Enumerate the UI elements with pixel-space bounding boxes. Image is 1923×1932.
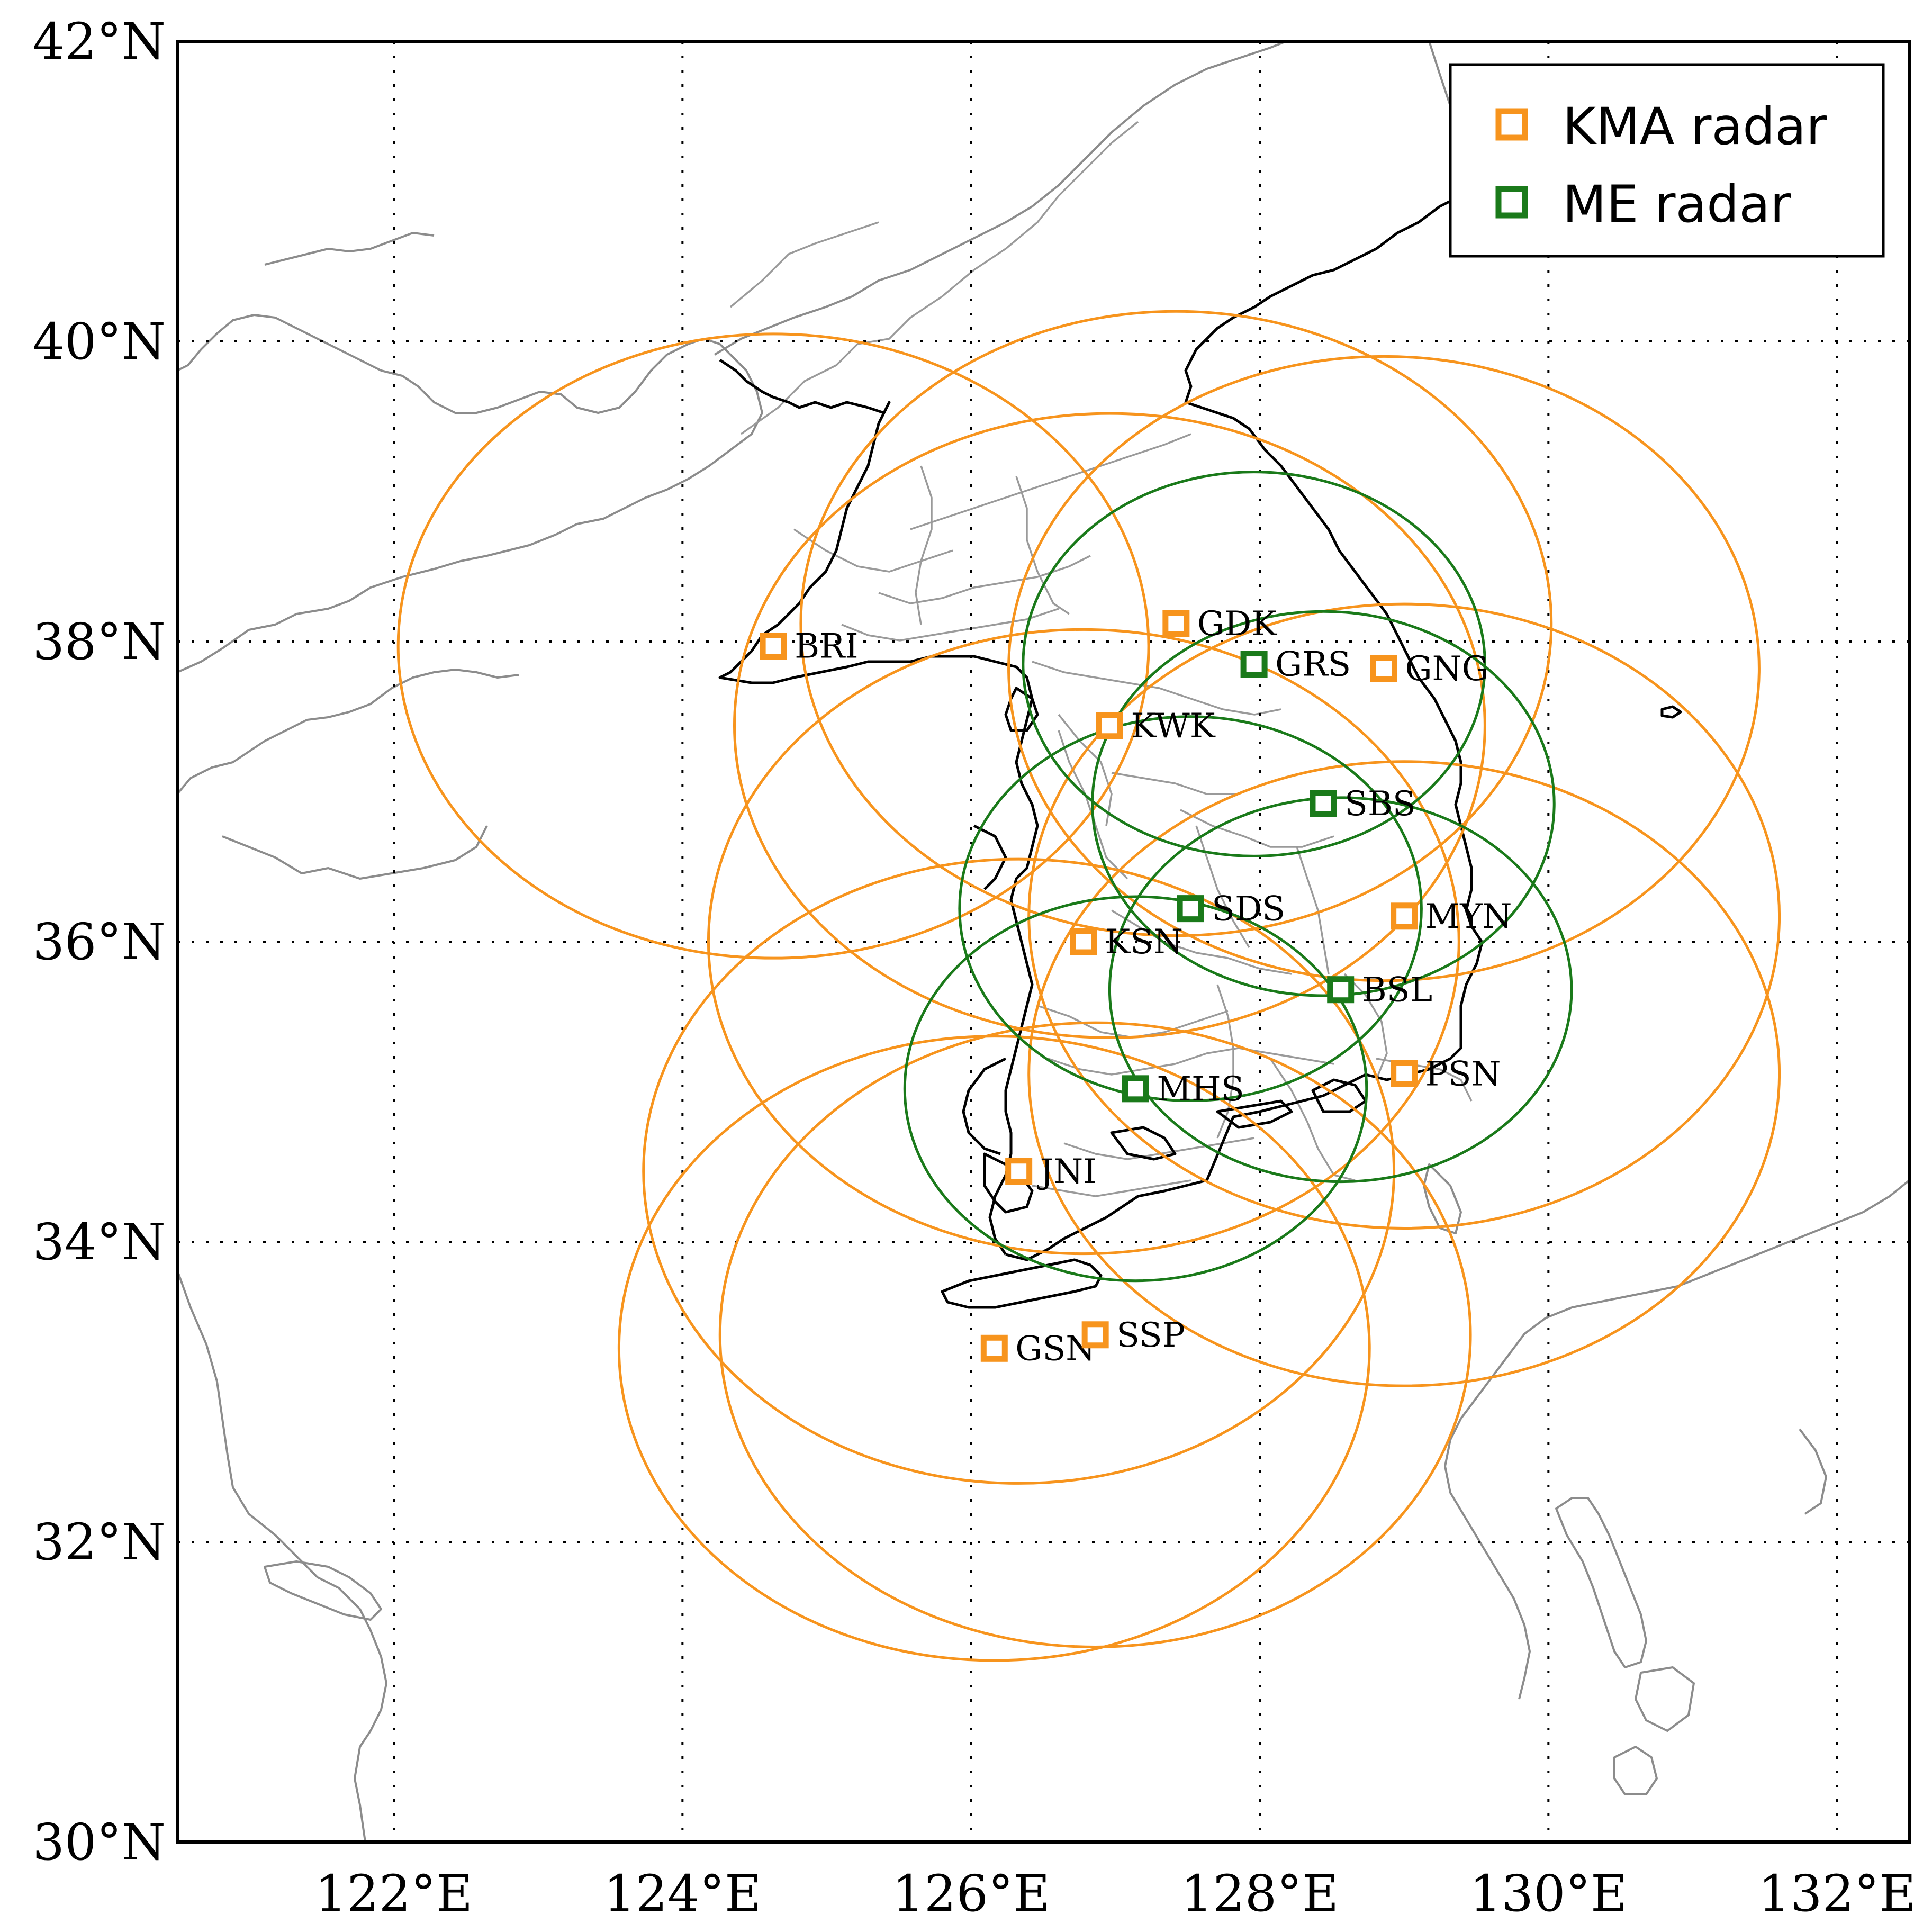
lat-tick-label: 42°N [32,13,166,71]
lon-tick-label: 124°E [603,1865,761,1923]
station-marker-ssp [1081,1321,1109,1349]
range-ring-sds [958,715,1423,1103]
station-label-jni: JNI [1037,1152,1097,1191]
station-marker-kwk [1096,712,1123,739]
station-marker-bri [760,633,787,660]
radar-range-rings [396,310,1781,1662]
station-marker-grs [1240,651,1268,678]
station-label-sds: SDS [1212,890,1285,929]
range-ring-myn [1027,602,1781,1230]
lat-tick-label: 30°N [32,1813,166,1872]
range-ring-psn [1027,760,1781,1387]
station-label-grs: GRS [1275,645,1351,684]
station-marker-mhs [1122,1075,1150,1103]
station-marker-sbs [1310,790,1337,817]
station-marker-gsn [980,1334,1008,1362]
station-label-psn: PSN [1425,1054,1501,1094]
station-marker-bsl [1327,976,1355,1004]
station-label-gng: GNG [1405,649,1488,689]
map-frame [176,40,1911,1844]
range-ring-bsl [1108,796,1573,1184]
station-label-kwk: KWK [1131,707,1215,746]
longitude-tick-labels: 122°E 124°E 126°E 128°E 130°E 132°E [315,1865,1916,1923]
range-ring-grs [1022,471,1486,857]
station-label-myn: MYN [1425,897,1512,936]
station-label-ssp: SSP [1116,1316,1185,1355]
range-ring-gsn [617,1035,1371,1662]
legend-box [1449,63,1885,258]
station-marker-sds [1177,895,1204,923]
station-label-bri: BRI [795,627,859,666]
station-marker-myn [1391,902,1418,930]
legend-kma-marker [1495,108,1528,141]
legend: KMA radar ME radar [1449,63,1885,258]
lon-tick-label: 130°E [1469,1865,1627,1923]
station-marker-psn [1391,1060,1418,1087]
lat-tick-label: 40°N [32,313,166,371]
graticule [177,41,1909,1842]
range-ring-mhs [903,895,1368,1283]
latitude-tick-labels: 30°N 32°N 34°N 36°N 38°N 40°N 42°N [32,13,166,1872]
range-ring-sbs [1091,610,1556,997]
station-marker-jni [1005,1158,1033,1185]
lat-tick-label: 38°N [32,613,166,671]
range-ring-ksn [707,628,1460,1256]
lon-tick-label: 122°E [315,1865,473,1923]
range-ring-jni [642,857,1396,1485]
coastline-korea [718,147,1682,1309]
range-ring-kwk [733,412,1486,1039]
lat-tick-label: 32°N [32,1513,166,1572]
legend-me-label: ME radar [1563,175,1791,234]
station-label-mhs: MHS [1157,1070,1244,1109]
range-ring-gdk [799,310,1553,937]
station-label-ksn: KSN [1105,923,1183,962]
range-ring-bri [396,332,1150,960]
lon-tick-label: 126°E [892,1865,1050,1923]
lat-tick-label: 36°N [32,913,166,971]
lon-tick-label: 132°E [1758,1865,1916,1923]
station-label-gdk: GDK [1197,604,1277,644]
range-ring-ssp [718,1021,1472,1648]
station-marker-ksn [1070,928,1097,955]
range-ring-gng [1007,355,1761,982]
admin-borders [729,121,1473,1197]
legend-kma-label: KMA radar [1563,97,1827,156]
lat-tick-label: 34°N [32,1213,166,1271]
station-marker-gng [1370,655,1397,682]
station-label-bsl: BSL [1362,971,1432,1010]
lon-tick-label: 128°E [1181,1865,1339,1923]
station-marker-gdk [1162,610,1190,637]
legend-me-marker [1495,186,1528,219]
station-label-sbs: SBS [1344,784,1416,824]
